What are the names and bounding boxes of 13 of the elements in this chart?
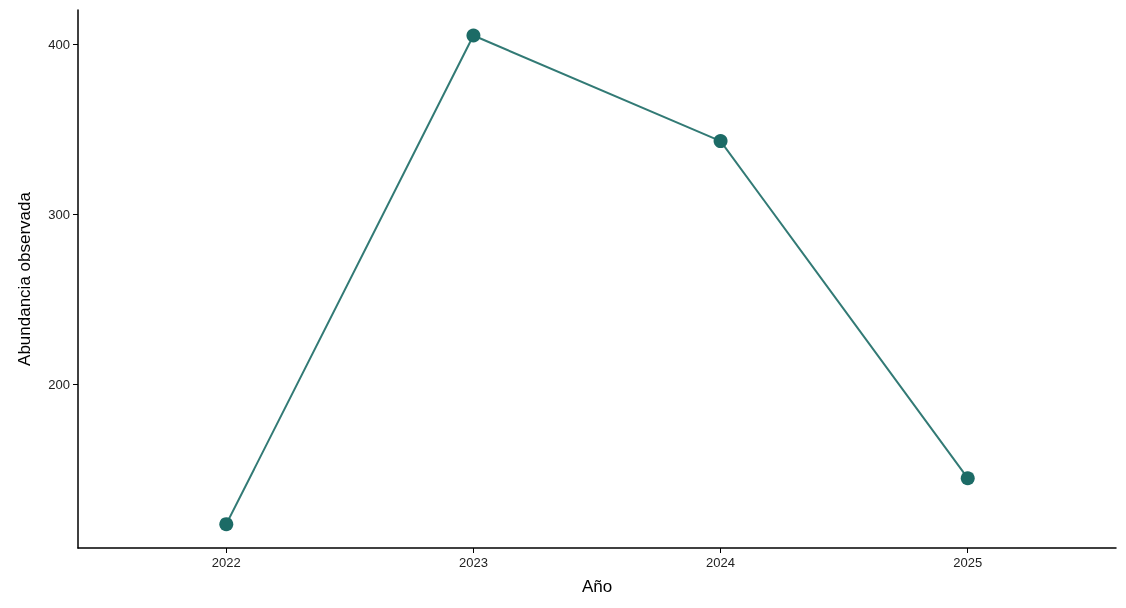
x-axis-title: Año (581, 577, 613, 596)
x-tick-label: 2023 (458, 555, 488, 570)
y-tick-label: 200 (48, 377, 70, 393)
point (219, 517, 234, 532)
y-axis-title: Abundancia observada (15, 191, 34, 366)
point (466, 28, 481, 43)
point (713, 134, 728, 149)
x-tick-label: 2022 (211, 555, 241, 570)
x-tick-label: 2024 (706, 555, 736, 570)
y-tick-label: 400 (48, 36, 70, 52)
y-tick-label: 300 (48, 206, 70, 222)
point (960, 471, 975, 486)
x-tick-label: 2025 (953, 555, 983, 570)
